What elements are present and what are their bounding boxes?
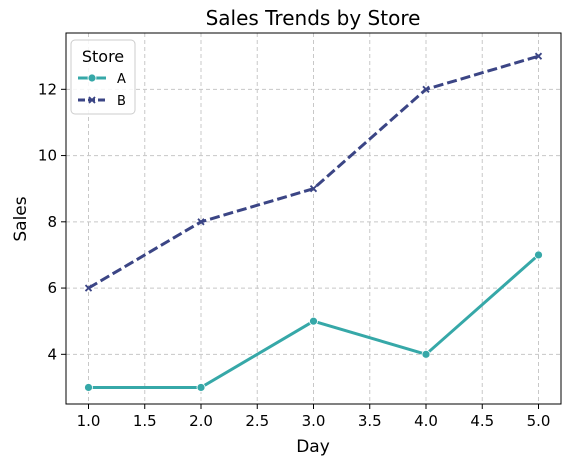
- legend-title: Store: [82, 47, 124, 66]
- y-axis-label: Sales: [11, 196, 31, 241]
- y-tick-label: 12: [38, 80, 57, 98]
- x-axis-label: Day: [296, 437, 330, 457]
- data-point-a: [84, 383, 93, 392]
- grid-lines: [66, 33, 561, 404]
- legend-marker-a: [87, 73, 97, 83]
- data-point-b: [84, 284, 93, 292]
- legend-items: AB: [78, 72, 126, 109]
- data-point-b: [197, 218, 205, 226]
- series-lines: [84, 52, 543, 392]
- x-tick-label: 4.0: [414, 412, 438, 430]
- x-tick-label: 3.5: [358, 412, 382, 430]
- legend-marker-b: [88, 96, 96, 104]
- data-point-b: [309, 185, 318, 193]
- x-tick-label: 2.0: [189, 412, 213, 430]
- data-point-b: [422, 85, 430, 93]
- x-tick-label: 1.0: [77, 412, 101, 430]
- legend: Store AB: [70, 39, 136, 115]
- data-point-b: [534, 52, 543, 60]
- data-point-a: [309, 316, 318, 326]
- y-tick-label: 8: [47, 213, 57, 231]
- data-point-a: [421, 349, 431, 359]
- x-tick-label: 3.0: [302, 412, 326, 430]
- legend-label-b: B: [117, 94, 126, 109]
- chart-title: Sales Trends by Store: [206, 6, 421, 30]
- x-tick-label: 1.5: [133, 412, 157, 430]
- data-point-a: [196, 383, 206, 392]
- y-tick-label: 6: [47, 279, 57, 297]
- x-tick-label: 5.0: [527, 412, 551, 430]
- y-tick-label: 10: [38, 147, 57, 165]
- x-tick-label: 4.5: [470, 412, 494, 430]
- y-tick-label: 4: [47, 345, 57, 363]
- axis-ticks: 1.0 1.5 2.0 2.5 3.0 3.5 4.0 4.5 5.0 4 6 8 10 12: [38, 80, 551, 430]
- legend-label-a: A: [117, 72, 126, 87]
- x-tick-label: 2.5: [245, 412, 269, 430]
- data-point-a: [534, 250, 543, 260]
